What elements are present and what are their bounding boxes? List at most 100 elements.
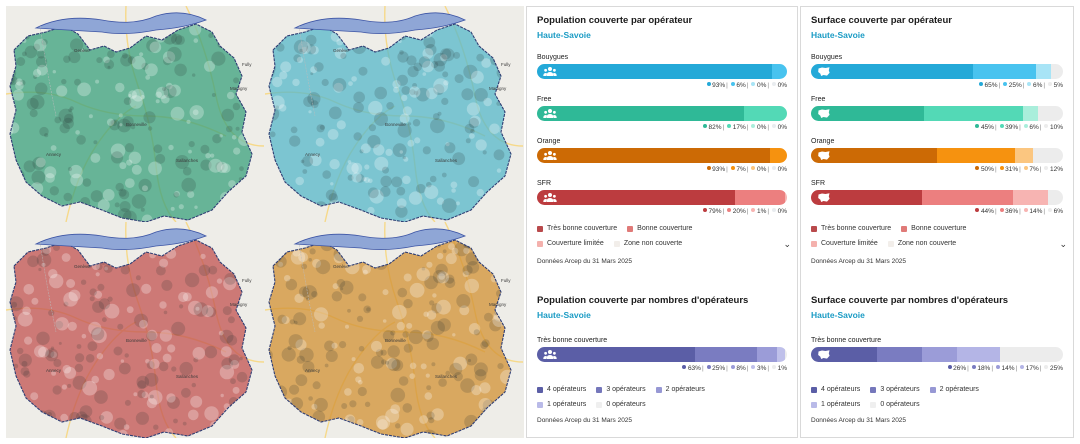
legend-item[interactable]: 4 opérateurs <box>811 385 860 394</box>
legend-item[interactable]: 1 opérateurs <box>811 400 860 409</box>
legend-item[interactable]: Couverture limitée <box>537 239 604 248</box>
coverage-map-free[interactable]: Genève Bonneville Sallanches Annecy Fully Mar… <box>265 6 524 222</box>
bar-segment <box>537 190 735 205</box>
legend-swatch <box>887 240 894 247</box>
legend-dot <box>772 365 777 369</box>
legend-dot <box>1044 124 1049 128</box>
bar-segment <box>811 190 922 205</box>
chevron-down-icon[interactable]: ⌄ <box>783 239 791 249</box>
legend-item[interactable]: Bonne couverture <box>627 224 692 233</box>
map-place-label: Genève <box>74 264 90 269</box>
operator-count-bar: 63%| 25%| 8%| 3%| 1% <box>537 347 787 373</box>
legend-item[interactable]: 3 opérateurs <box>870 385 920 394</box>
coverage-map-orange[interactable]: Genève Bonneville Sallanches Annecy Fully Mar… <box>265 222 524 438</box>
legend-item[interactable]: 4 opérateurs <box>537 385 586 394</box>
legend-dot <box>751 208 756 212</box>
legend-dot <box>1048 82 1053 86</box>
percentage-value: 17% <box>1025 365 1039 372</box>
operator-name: Orange <box>811 138 835 145</box>
bar-segment <box>957 347 1000 362</box>
map-place-label: Bonneville <box>385 338 406 343</box>
people-icon <box>543 193 557 202</box>
legend-label: 1 opérateurs <box>821 401 861 408</box>
coverage-maps-grid: Genève Bonneville Sallanches Annecy Fully Mar… <box>6 6 524 438</box>
separator: | <box>701 365 704 372</box>
bar-segment <box>734 190 785 205</box>
legend-item[interactable]: 2 opérateurs <box>929 385 979 394</box>
legend-item[interactable]: Couverture limitée <box>811 239 878 248</box>
legend-dot <box>1003 82 1008 86</box>
legend-swatch <box>929 386 936 393</box>
legend-item[interactable]: Zone non couverte <box>887 239 957 248</box>
percentage-row: 45%| 39%| 6%| 10% <box>811 124 1063 132</box>
operator-bars: Bouygues 65%| 25%| 6%| 5% Free 45%| 39%| 6%| 10% O… <box>811 53 1063 216</box>
separator: | <box>726 82 728 89</box>
percentage-value: 93% <box>712 82 726 89</box>
coverage-map-sfr[interactable]: Genève Bonneville Sallanches Annecy Fully Mar… <box>6 222 265 438</box>
legend-dot <box>947 365 952 369</box>
operator-name: Bouygues <box>537 54 569 61</box>
stacked-bar[interactable] <box>537 347 787 362</box>
map-place-label: Martigny <box>230 302 248 307</box>
stacked-bar[interactable] <box>811 347 1063 362</box>
map-shape-icon <box>818 151 830 160</box>
bar-label: Très bonne couverture <box>537 337 608 344</box>
separator: | <box>994 166 997 173</box>
map-canvas: Genève Bonneville Sallanches Annecy Fully Mar… <box>6 222 265 438</box>
bar-segment <box>999 347 1063 362</box>
legend-dot <box>682 365 687 369</box>
chevron-down-icon[interactable]: ⌄ <box>1059 239 1067 249</box>
operator-name: Free <box>811 96 826 103</box>
stacked-bar[interactable] <box>537 64 787 79</box>
legend-swatch <box>870 386 877 393</box>
percentage-value: 79% <box>708 208 722 215</box>
stacked-bar[interactable] <box>811 64 1063 79</box>
stacked-bar[interactable] <box>811 148 1063 163</box>
legend-swatch <box>870 401 877 408</box>
legend-item[interactable]: 1 opérateurs <box>537 400 586 409</box>
card-title: Population couverte par nombres d'opérat… <box>537 295 749 306</box>
percentage-value: 10% <box>1049 124 1063 131</box>
legend-swatch <box>811 225 817 232</box>
legend-item[interactable]: Bonne couverture <box>901 224 966 233</box>
separator: | <box>1019 208 1021 215</box>
map-canvas: Genève Bonneville Sallanches Annecy Fully Mar… <box>6 6 265 222</box>
legend-item[interactable]: 2 opérateurs <box>655 385 705 394</box>
stacked-bar[interactable] <box>537 148 787 163</box>
operator-row-free: Free 45%| 39%| 6%| 10% <box>811 95 1063 132</box>
percentage-value: 93% <box>712 166 726 173</box>
stacked-bar[interactable] <box>537 106 787 121</box>
percentage-row: 82%| 17%| 0%| 0% <box>537 124 787 132</box>
bar-segment <box>1032 148 1063 163</box>
legend-label: 1 opérateurs <box>547 401 587 408</box>
stacked-bar[interactable] <box>811 106 1063 121</box>
map-canvas: Genève Bonneville Sallanches Annecy Fully Mar… <box>265 222 524 438</box>
legend-label: 2 opérateurs <box>939 386 979 393</box>
legend-dot <box>999 124 1004 128</box>
legend-dot <box>751 365 756 369</box>
bar-segment <box>537 64 772 79</box>
legend-item[interactable]: Très bonne couverture <box>811 224 891 233</box>
percentage-value: 44% <box>980 208 994 215</box>
legend-dot <box>1023 208 1028 212</box>
map-canvas: Genève Bonneville Sallanches Annecy Fully Mar… <box>265 6 524 222</box>
legend-row: 1 opérateurs 0 opérateurs <box>537 400 787 409</box>
bar-segment <box>1022 106 1038 121</box>
coverage-map-bouygues[interactable]: Genève Bonneville Sallanches Annecy Fully Mar… <box>6 6 265 222</box>
legend-dot <box>1023 124 1028 128</box>
stacked-bar[interactable] <box>537 190 787 205</box>
bar-segment <box>1015 148 1033 163</box>
legend-item[interactable]: 0 opérateurs <box>870 400 920 409</box>
legend-item[interactable]: Zone non couverte <box>613 239 682 248</box>
bar-segment <box>784 347 787 362</box>
bar-label: Très bonne couverture <box>811 337 882 344</box>
stacked-bar[interactable] <box>811 190 1063 205</box>
legend-row: 4 opérateurs 3 opérateurs 2 opérateurs <box>537 385 787 394</box>
legend-label: Zone non couverte <box>897 240 957 247</box>
legend-item[interactable]: Très bonne couverture <box>537 224 617 233</box>
legend-item[interactable]: 0 opérateurs <box>596 400 646 409</box>
operator-name: SFR <box>537 180 551 187</box>
legend-label: Très bonne couverture <box>547 225 618 232</box>
legend-item[interactable]: 3 opérateurs <box>596 385 646 394</box>
separator: | <box>767 208 770 215</box>
